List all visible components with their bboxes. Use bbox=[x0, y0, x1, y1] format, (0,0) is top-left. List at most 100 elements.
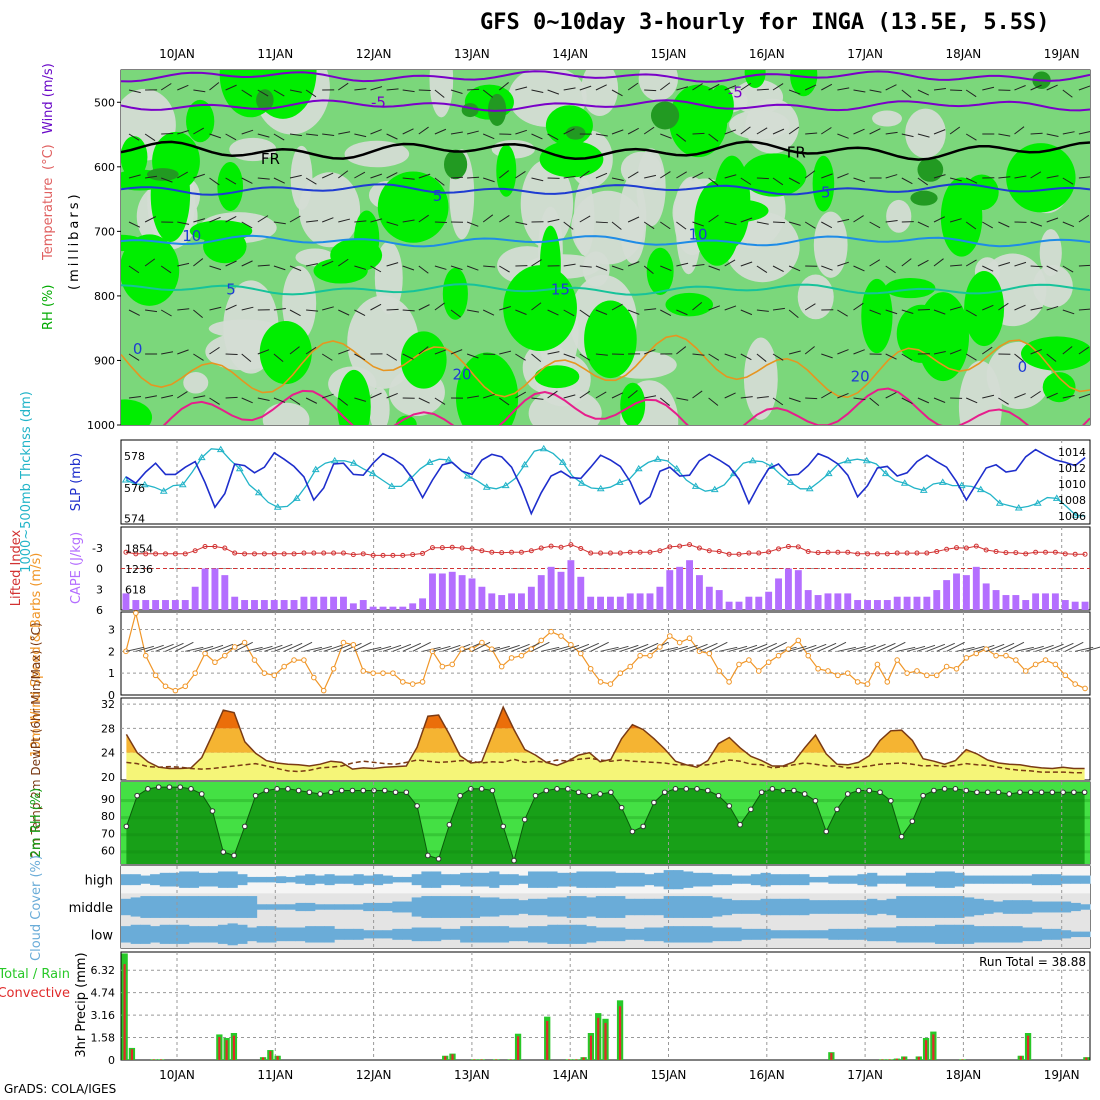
wind-barb bbox=[258, 442, 270, 445]
wind-barb bbox=[1014, 261, 1027, 267]
thickness-marker bbox=[919, 486, 928, 493]
ylabel-temperature: Temperature bbox=[41, 178, 56, 261]
wind-speed-marker bbox=[320, 687, 327, 694]
wind-barb bbox=[402, 309, 415, 312]
wind-barb bbox=[547, 351, 560, 355]
wind-speed-marker bbox=[805, 652, 811, 659]
li-ylabel: Lifted Index bbox=[9, 529, 24, 606]
cloud-bar-high bbox=[140, 875, 151, 884]
cape-bar bbox=[330, 596, 338, 610]
cape-bar bbox=[893, 596, 901, 610]
thickness-marker bbox=[178, 480, 187, 488]
wind-barb bbox=[1014, 393, 1026, 399]
rh2m-marker bbox=[134, 792, 140, 799]
wind-barb bbox=[563, 87, 576, 91]
slp-tick-label: 1006 bbox=[1058, 510, 1086, 523]
wind-barb bbox=[676, 133, 687, 142]
wind-barb-10m bbox=[1035, 644, 1054, 652]
wind-barb bbox=[660, 133, 672, 139]
temp-ylabel: 2m Temp 2m DewPt (6hr Min/Max) (°C) bbox=[29, 622, 43, 857]
wind-barb-10m bbox=[550, 645, 570, 652]
cloud-bar-middle bbox=[527, 898, 539, 916]
wind-barb bbox=[193, 353, 204, 361]
cloud-bar-middle bbox=[334, 904, 345, 910]
wind-barb bbox=[209, 306, 222, 311]
cloud-bar-middle bbox=[372, 902, 384, 912]
wind-barb bbox=[628, 442, 637, 450]
cape-bar bbox=[251, 600, 258, 610]
wind-barb bbox=[321, 260, 334, 267]
wind-speed-marker bbox=[676, 639, 683, 646]
wind-barb bbox=[611, 129, 624, 135]
wind-barb-10m bbox=[432, 645, 451, 652]
wind-barb bbox=[595, 133, 608, 137]
cloud-bar-high bbox=[615, 872, 626, 887]
precip-conv-bar bbox=[218, 1036, 221, 1060]
cloud-bar-low bbox=[595, 927, 606, 942]
wind-barb bbox=[965, 353, 977, 361]
wind-barb bbox=[788, 309, 799, 319]
bottom-date-label: 18JAN bbox=[946, 1068, 982, 1082]
wind-barb bbox=[128, 265, 140, 274]
thickness-marker bbox=[634, 464, 643, 472]
thickness-marker bbox=[558, 458, 567, 465]
rh-low-area bbox=[262, 402, 310, 425]
cape-bar bbox=[1012, 595, 1020, 610]
wind-barb bbox=[756, 221, 769, 225]
cloud-bar-low bbox=[237, 924, 248, 944]
wind-speed-marker bbox=[1052, 661, 1059, 668]
wind-speed-line bbox=[125, 612, 1086, 692]
thickness-marker bbox=[938, 478, 947, 485]
contour-label: 15 bbox=[551, 280, 570, 298]
cape-bar bbox=[1061, 600, 1069, 610]
cloud-bar-middle bbox=[1031, 901, 1043, 913]
wind-barb-10m bbox=[501, 644, 520, 652]
wind-barb bbox=[531, 177, 544, 182]
wind-barb-10m bbox=[1005, 641, 1025, 652]
cape-bar bbox=[705, 586, 713, 610]
wind-barb bbox=[1031, 442, 1041, 449]
wind-barb bbox=[644, 349, 656, 355]
temp-tick-label: 32 bbox=[101, 698, 115, 711]
wind-barb bbox=[128, 89, 141, 94]
rh2m-marker bbox=[1081, 789, 1088, 796]
temp-ylabel-text: 2m Temp 2m DewPt (6hr Min/Max) (°C) bbox=[29, 622, 43, 857]
wind-barb bbox=[418, 346, 429, 355]
wind-speed-marker bbox=[370, 670, 376, 676]
wind-barb bbox=[322, 306, 334, 311]
wind-barb-10m bbox=[313, 645, 332, 652]
wind-barb bbox=[788, 350, 801, 355]
rh2m-marker bbox=[177, 784, 184, 790]
contour-line bbox=[121, 234, 1090, 248]
rh2m-marker bbox=[963, 787, 969, 794]
rh-high-area bbox=[646, 247, 674, 295]
rh-high-area bbox=[940, 177, 983, 257]
precip-conv-bar bbox=[895, 1058, 899, 1060]
rh-very-high-area bbox=[461, 103, 479, 118]
wind-barb bbox=[740, 126, 751, 135]
thickness-marker bbox=[1052, 494, 1061, 501]
cloud-bar-high bbox=[1060, 875, 1072, 884]
rh-high-area bbox=[1020, 336, 1090, 371]
cloud-bar-middle bbox=[799, 898, 810, 916]
precip-conv-bar bbox=[582, 1057, 585, 1060]
cloud-bar-high bbox=[469, 872, 481, 887]
wind-barb bbox=[499, 265, 510, 273]
rh-high-area bbox=[259, 320, 312, 385]
cloud-bar-low bbox=[440, 928, 451, 940]
cape-bar bbox=[508, 593, 516, 610]
wind-barb bbox=[225, 215, 237, 223]
wind-barb-10m bbox=[906, 645, 926, 652]
cape-bar bbox=[349, 603, 357, 610]
cloud-bar-high bbox=[314, 875, 325, 884]
wind-barb-10m bbox=[363, 646, 382, 652]
cape-bar bbox=[132, 600, 140, 610]
wind-barb bbox=[177, 130, 189, 135]
wind-barb bbox=[756, 265, 768, 273]
rh-very-high-area bbox=[650, 101, 680, 130]
cloud-bar-low bbox=[1022, 927, 1033, 942]
cloud-bar-low bbox=[789, 930, 800, 939]
wind-barb bbox=[869, 128, 881, 135]
thickness-tick-label: 576 bbox=[124, 482, 145, 495]
cloud-bar-low bbox=[876, 927, 888, 942]
